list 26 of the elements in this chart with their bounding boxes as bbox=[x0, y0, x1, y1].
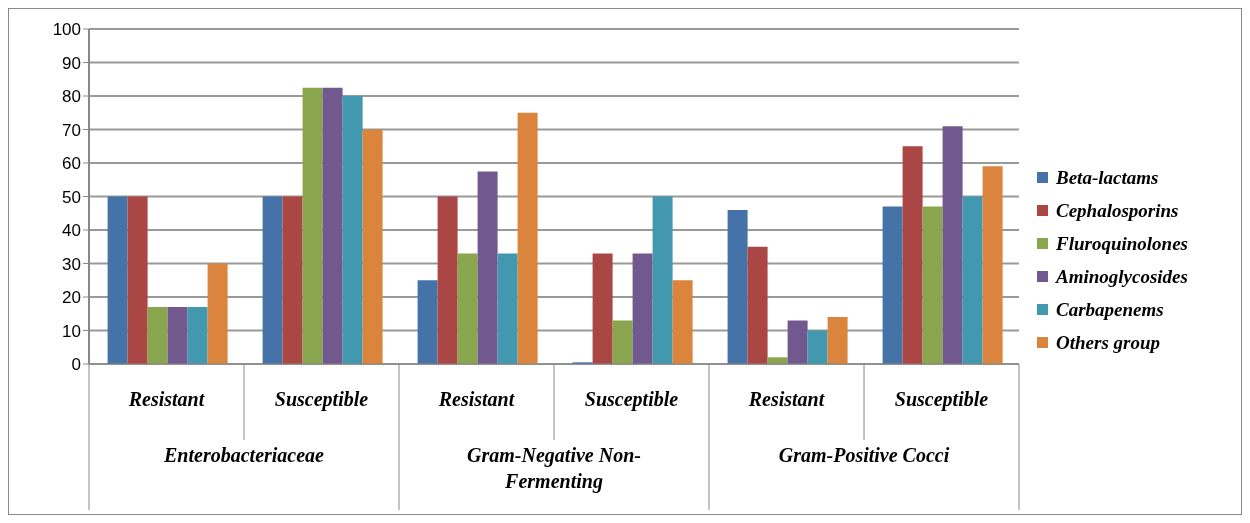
text: Enterobacteriaceae bbox=[163, 443, 325, 468]
y-tick-label: 10 bbox=[62, 321, 81, 341]
x-tick-label: Susceptible bbox=[274, 388, 369, 411]
x-tick-label: Resistant bbox=[747, 388, 826, 410]
y-tick-label: 70 bbox=[62, 120, 81, 140]
y-tick-label: 0 bbox=[71, 355, 81, 375]
legend-label: Others group bbox=[1056, 331, 1160, 354]
y-tick-label: 30 bbox=[62, 254, 81, 274]
y-tick-label: 80 bbox=[62, 87, 81, 107]
y-tick-label: 60 bbox=[62, 154, 81, 174]
x-tick-label: Susceptible bbox=[584, 388, 679, 411]
y-tick-label: 90 bbox=[62, 53, 81, 73]
y-tick-label: 100 bbox=[52, 20, 81, 40]
legend-label: Cephalosporins bbox=[1056, 199, 1179, 222]
y-tick-label: 20 bbox=[62, 288, 81, 308]
text: Gram-Negative Non-Fermenting bbox=[466, 443, 642, 494]
x-tick-label: Resistant bbox=[437, 388, 516, 410]
x-tick-label: Resistant bbox=[127, 388, 206, 410]
legend-label: Fluroquinolones bbox=[1056, 232, 1188, 255]
legend-label: Carbapenems bbox=[1056, 298, 1164, 321]
text: Gram-Positive Cocci bbox=[777, 443, 951, 468]
legend-label: Beta-lactams bbox=[1056, 166, 1159, 189]
x-tick-label: Susceptible bbox=[894, 388, 989, 411]
legend-label: Aminoglycosides bbox=[1056, 265, 1188, 288]
y-tick-label: 40 bbox=[62, 221, 81, 241]
y-tick-label: 50 bbox=[62, 187, 81, 207]
